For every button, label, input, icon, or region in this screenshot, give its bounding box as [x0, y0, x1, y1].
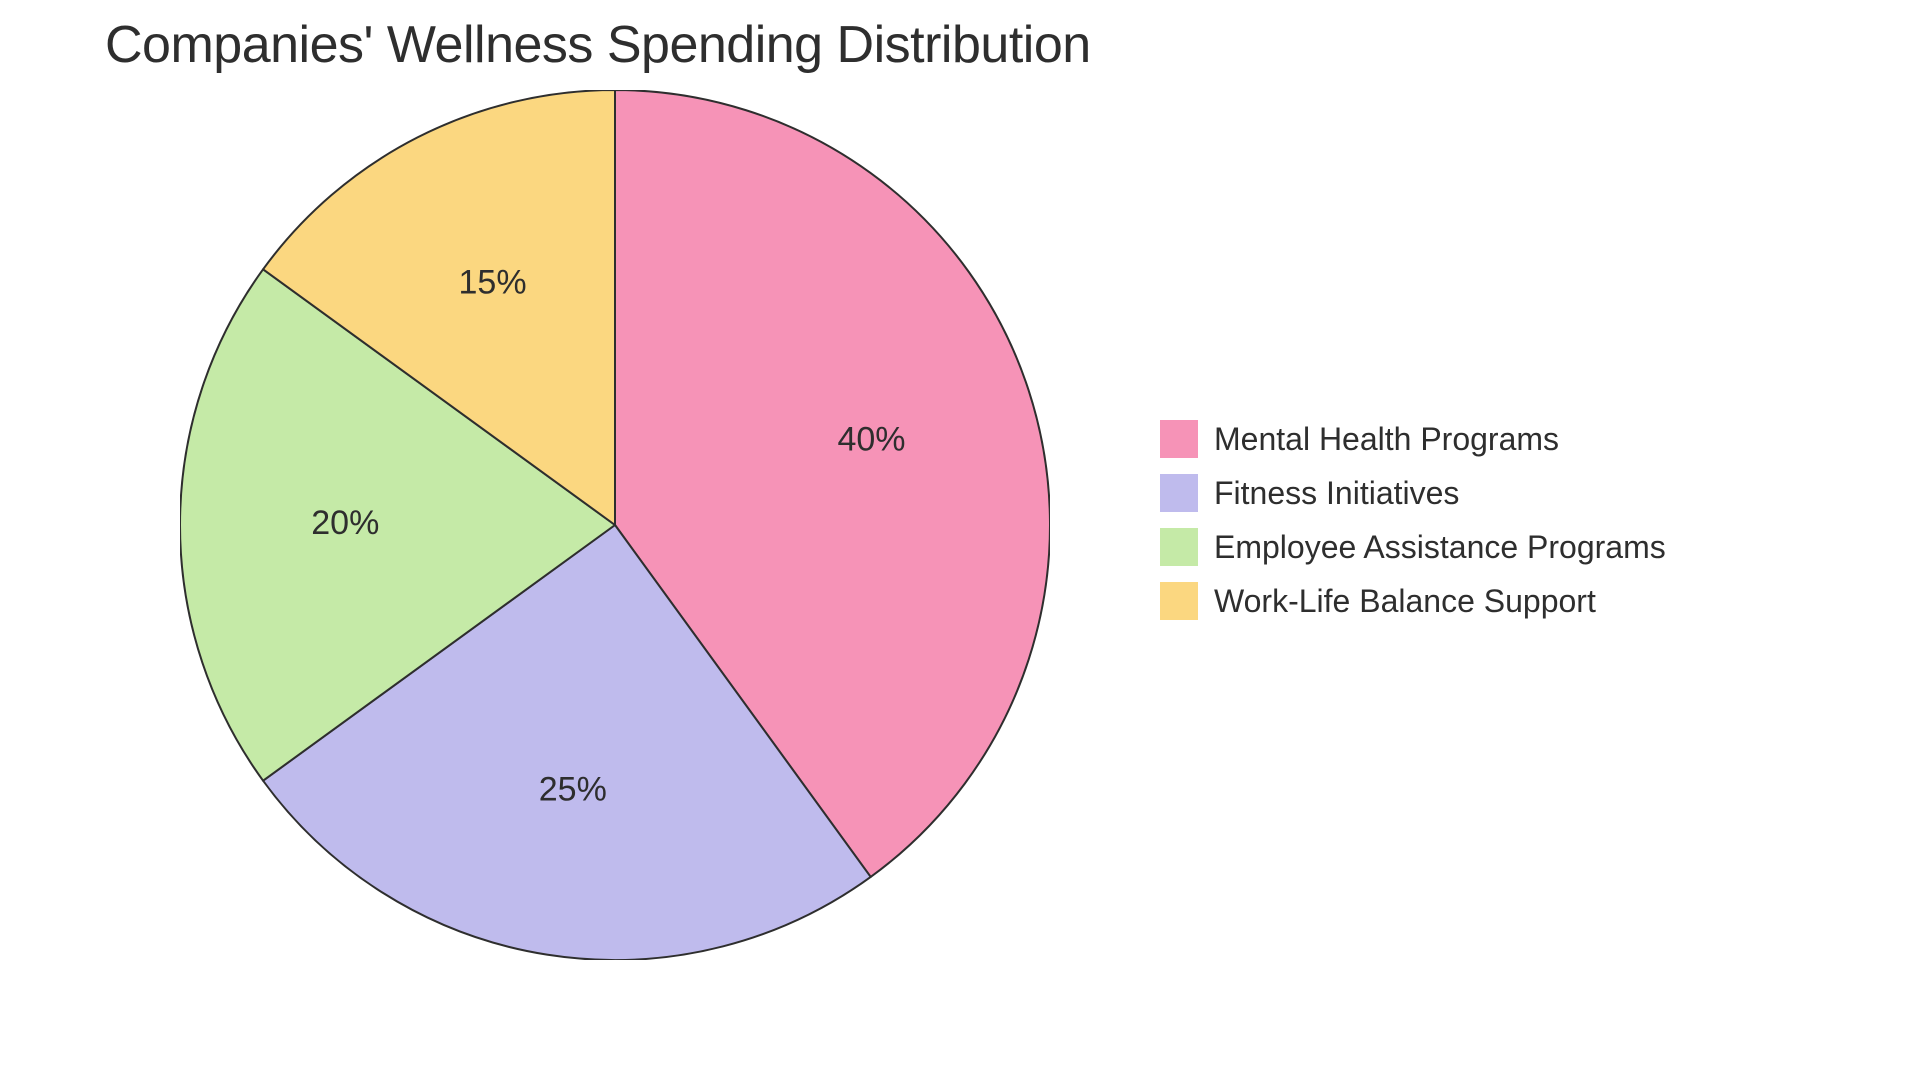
pie-chart: 40% 25% 20% 15% — [180, 90, 1050, 960]
legend-item: Fitness Initiatives — [1160, 474, 1666, 512]
pie-slice-label: 20% — [311, 504, 379, 542]
legend-item: Mental Health Programs — [1160, 420, 1666, 458]
chart-container: Companies' Wellness Spending Distributio… — [0, 0, 1920, 1080]
legend-label: Employee Assistance Programs — [1214, 529, 1666, 566]
legend-label: Fitness Initiatives — [1214, 475, 1459, 512]
pie-slice-label: 25% — [539, 770, 607, 808]
legend-swatch — [1160, 528, 1198, 566]
chart-title: Companies' Wellness Spending Distributio… — [105, 15, 1091, 75]
legend: Mental Health Programs Fitness Initiative… — [1160, 420, 1666, 620]
legend-item: Employee Assistance Programs — [1160, 528, 1666, 566]
pie-slice-label: 15% — [459, 264, 527, 302]
legend-item: Work-Life Balance Support — [1160, 582, 1666, 620]
legend-swatch — [1160, 474, 1198, 512]
legend-swatch — [1160, 420, 1198, 458]
pie-svg: 40% 25% 20% 15% — [180, 90, 1050, 960]
legend-label: Mental Health Programs — [1214, 421, 1559, 458]
legend-swatch — [1160, 582, 1198, 620]
pie-slice-label: 40% — [837, 421, 905, 459]
legend-label: Work-Life Balance Support — [1214, 583, 1596, 620]
